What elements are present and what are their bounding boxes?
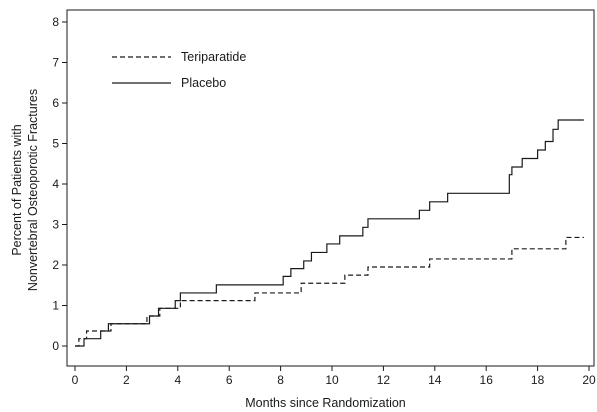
x-tick-label: 18 <box>531 373 545 387</box>
series-line-teriparatide <box>75 236 584 347</box>
y-tick-label: 5 <box>52 137 59 151</box>
y-tick-label: 2 <box>52 258 59 272</box>
x-tick-label: 2 <box>123 373 130 387</box>
legend: Teriparatide Placebo <box>112 50 246 90</box>
x-tick-label: 12 <box>377 373 391 387</box>
y-tick-label: 6 <box>52 96 59 110</box>
y-tick-label: 4 <box>52 177 59 191</box>
y-tick-label: 0 <box>52 339 59 353</box>
x-tick-label: 14 <box>428 373 442 387</box>
y-tick-label: 1 <box>52 299 59 313</box>
x-tick-label: 20 <box>582 373 596 387</box>
x-axis-label: Months since Randomization <box>245 396 406 410</box>
x-tick-label: 8 <box>277 373 284 387</box>
legend-label-teriparatide: Teriparatide <box>181 50 246 64</box>
x-tick-label: 6 <box>226 373 233 387</box>
legend-label-placebo: Placebo <box>181 76 226 90</box>
y-axis-label-line: Percent of Patients with <box>10 124 24 255</box>
x-tick-label: 10 <box>325 373 339 387</box>
plot-frame <box>66 9 595 367</box>
y-tick-label: 3 <box>52 218 59 232</box>
x-tick-label: 0 <box>72 373 79 387</box>
y-tick-label: 8 <box>52 15 59 29</box>
y-axis-label-line: Nonvertebral Osteoporotic Fractures <box>26 89 40 291</box>
plot-area <box>75 119 584 347</box>
y-axis-label: Percent of Patients with Nonvertebral Ost… <box>10 89 40 291</box>
series-line-placebo <box>75 119 584 347</box>
x-tick-label: 16 <box>480 373 494 387</box>
y-tick-label: 7 <box>52 56 59 70</box>
x-tick-label: 4 <box>174 373 181 387</box>
